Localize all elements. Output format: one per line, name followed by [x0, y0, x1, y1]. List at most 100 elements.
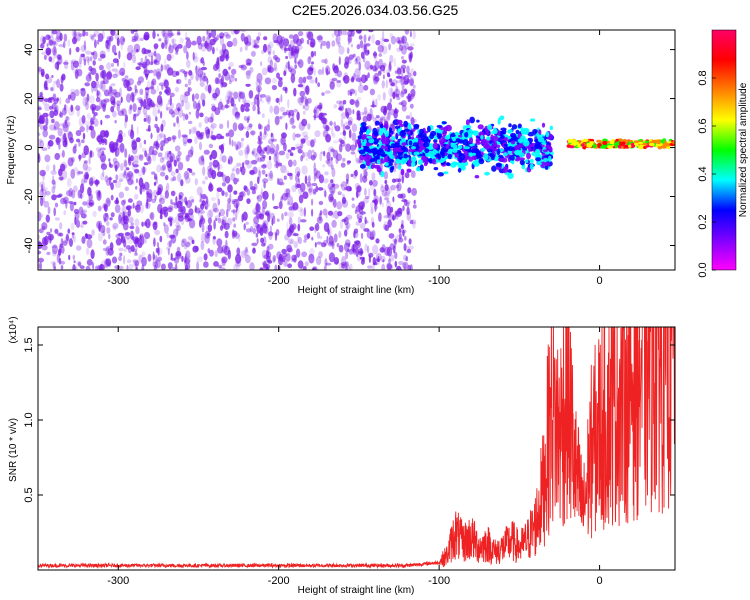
spectrogram-cell — [176, 44, 183, 49]
spectrogram-cell — [52, 181, 57, 190]
spectrogram-cell — [95, 96, 101, 103]
spectrogram-cell — [353, 240, 361, 245]
spectrogram-cell — [63, 61, 69, 65]
spectrogram-cell — [141, 221, 144, 227]
spectrogram-cell — [184, 176, 191, 184]
spectrogram-cell — [261, 164, 267, 169]
spectrogram-cell — [61, 150, 65, 158]
spectrogram-cell — [333, 210, 340, 219]
spectrogram-cell — [372, 244, 379, 255]
spectrogram-cell — [248, 123, 253, 128]
spectrogram-cell — [181, 205, 186, 215]
spectrogram-cell — [52, 40, 57, 45]
spectrogram-cell — [288, 111, 291, 118]
spectrogram-cell — [251, 148, 258, 157]
spectrogram-cell — [354, 89, 358, 97]
spectrogram-cell — [270, 133, 275, 143]
spectrogram-cell — [459, 153, 466, 161]
spectrogram-cell — [348, 129, 352, 139]
spectrogram-cell — [672, 141, 675, 145]
spectrogram-cell — [301, 165, 308, 175]
spectrogram-cell — [59, 232, 64, 237]
spectrogram-cell — [155, 178, 158, 185]
spectrogram-cell — [257, 105, 260, 114]
spectrogram-cell — [238, 149, 244, 156]
spectrogram-cell — [267, 172, 271, 177]
spectrogram-cell — [190, 146, 194, 156]
spectrogram-cell — [147, 114, 151, 125]
spectrogram-cell — [212, 92, 218, 99]
spectrogram-cell — [360, 232, 364, 240]
spectrogram-cell — [60, 238, 64, 246]
spectrogram-cell — [142, 99, 147, 109]
spectrogram-cell — [181, 134, 188, 138]
spectrogram-cell — [349, 144, 357, 151]
spectrogram-cell — [362, 175, 368, 183]
spectrogram-cell — [443, 143, 447, 147]
spectrogram-cell — [242, 211, 248, 221]
spectrogram-cell — [294, 166, 301, 176]
spectrogram-cell — [73, 260, 76, 264]
spectrogram-cell — [120, 234, 123, 242]
spectrogram-cell — [101, 69, 107, 80]
spectrogram-cell — [429, 143, 434, 150]
spectrogram-cell — [170, 177, 174, 182]
spectrogram-cell — [249, 66, 254, 73]
spectrogram-cell — [181, 99, 184, 107]
snr-y-multiplier: (x10⁴) — [8, 316, 19, 343]
spectrogram-cell — [245, 221, 249, 225]
spectrogram-cell — [101, 139, 105, 143]
spectrogram-cell — [356, 44, 361, 50]
spectrogram-cell — [475, 141, 482, 145]
spectrogram-cell — [318, 251, 323, 259]
spectrogram-cell — [283, 142, 287, 152]
snr-x-ticks: -300 -200 -100 0 — [107, 327, 603, 587]
spectrogram-cell — [313, 106, 317, 116]
spectrogram-cell — [244, 146, 250, 155]
spectrogram-cell — [301, 118, 308, 127]
spectrogram-cell — [130, 50, 136, 57]
spectrogram-cell — [58, 44, 65, 48]
spectrogram-cell — [389, 155, 395, 159]
spectrogram-cell — [114, 164, 118, 172]
spectrogram-cell — [188, 111, 192, 115]
spectrogram-cell — [210, 122, 217, 129]
spectrogram-cell — [544, 165, 549, 170]
spectrogram-cell — [454, 152, 459, 158]
spectrogram-cell — [381, 62, 387, 68]
spectrogram-cell — [123, 159, 128, 167]
spectrogram-cell — [392, 238, 397, 243]
spectrogram-cell — [371, 230, 376, 238]
spectrogram-cell — [323, 188, 326, 193]
spectrogram-cell — [369, 145, 374, 149]
spectrogram-cell — [401, 59, 407, 64]
spectrogram-cell — [160, 110, 163, 119]
spectrogram-cell — [166, 246, 171, 251]
spectrogram-cell — [212, 64, 219, 71]
spectrogram-cell — [207, 165, 211, 172]
spectrogram-cell — [280, 195, 283, 200]
spectrogram-cell — [150, 80, 155, 88]
spectrogram-cell — [334, 73, 339, 77]
spectrogram-cell — [134, 193, 139, 200]
spectrogram-cell — [104, 114, 111, 119]
spectrogram-cell — [275, 229, 280, 236]
spectrogram-cell — [50, 87, 54, 92]
spectrogram-cell — [234, 111, 241, 120]
spectrogram-cell — [108, 35, 114, 42]
spectrogram-cell — [196, 256, 203, 263]
colorbar-tick-label: 0.2 — [697, 214, 709, 229]
spectrogram-cell — [305, 85, 310, 96]
spectrogram-cell — [44, 154, 51, 163]
spectrogram-cell — [190, 127, 197, 134]
spectrogram-cell — [277, 115, 281, 120]
spectrogram-cell — [177, 30, 180, 34]
spectrogram-cell — [86, 259, 93, 266]
spectrogram-cell — [153, 173, 158, 180]
spectrogram-cell — [143, 117, 147, 122]
spectrogram-cell — [295, 248, 301, 258]
spectrogram-cell — [60, 265, 64, 270]
spectrogram-cell — [233, 177, 238, 185]
spectrogram-cell — [135, 226, 140, 235]
spectrogram-cell — [586, 142, 590, 147]
